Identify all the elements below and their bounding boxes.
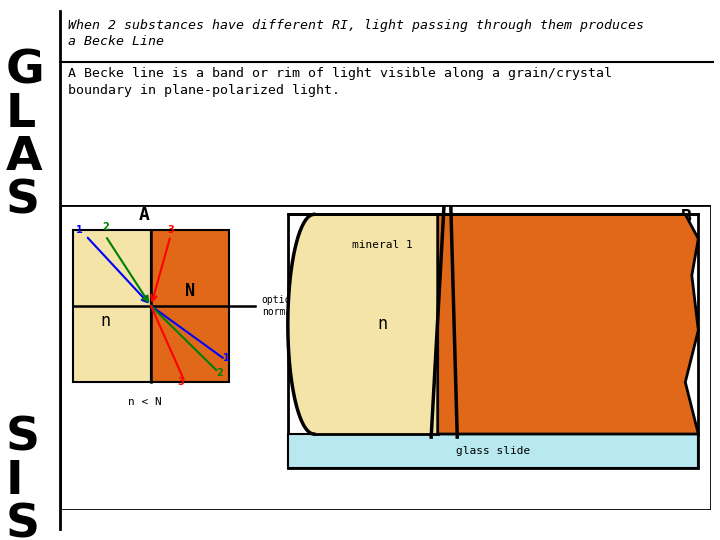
Text: L: L — [6, 92, 36, 137]
Text: glass slide: glass slide — [456, 446, 530, 456]
Text: mineral 1: mineral 1 — [352, 240, 413, 250]
Polygon shape — [438, 214, 698, 434]
Text: n: n — [100, 312, 110, 330]
Text: n: n — [377, 315, 387, 333]
Text: 1: 1 — [76, 225, 83, 235]
Text: optic
normal: optic normal — [262, 295, 297, 316]
Bar — [288, 214, 698, 468]
Text: S: S — [6, 502, 40, 540]
Text: When 2 substances have different RI, light passing through them produces: When 2 substances have different RI, lig… — [68, 19, 644, 32]
Text: boundary in plane-polarized light.: boundary in plane-polarized light. — [68, 84, 341, 97]
Text: a Becke Line: a Becke Line — [68, 35, 164, 48]
Text: A: A — [6, 135, 42, 180]
Text: A: A — [139, 206, 150, 224]
Text: 2: 2 — [102, 221, 109, 232]
Bar — [73, 230, 151, 382]
Text: 2: 2 — [216, 368, 223, 378]
Text: S: S — [6, 416, 40, 461]
Polygon shape — [288, 214, 438, 434]
Text: mineral 2: mineral 2 — [538, 240, 598, 250]
Text: B: B — [681, 208, 692, 226]
Text: 3: 3 — [177, 377, 184, 387]
Text: S: S — [6, 178, 40, 223]
Text: G: G — [6, 49, 45, 93]
Text: A Becke line is a band or rim of light visible along a grain/crystal: A Becke line is a band or rim of light v… — [68, 68, 613, 80]
Text: N: N — [185, 282, 195, 300]
Bar — [151, 230, 229, 382]
Text: n < N: n < N — [127, 397, 161, 407]
Text: 3: 3 — [167, 225, 174, 235]
Bar — [288, 434, 698, 468]
Text: I: I — [6, 459, 23, 504]
Text: 1: 1 — [222, 353, 230, 363]
Text: N: N — [544, 315, 554, 333]
